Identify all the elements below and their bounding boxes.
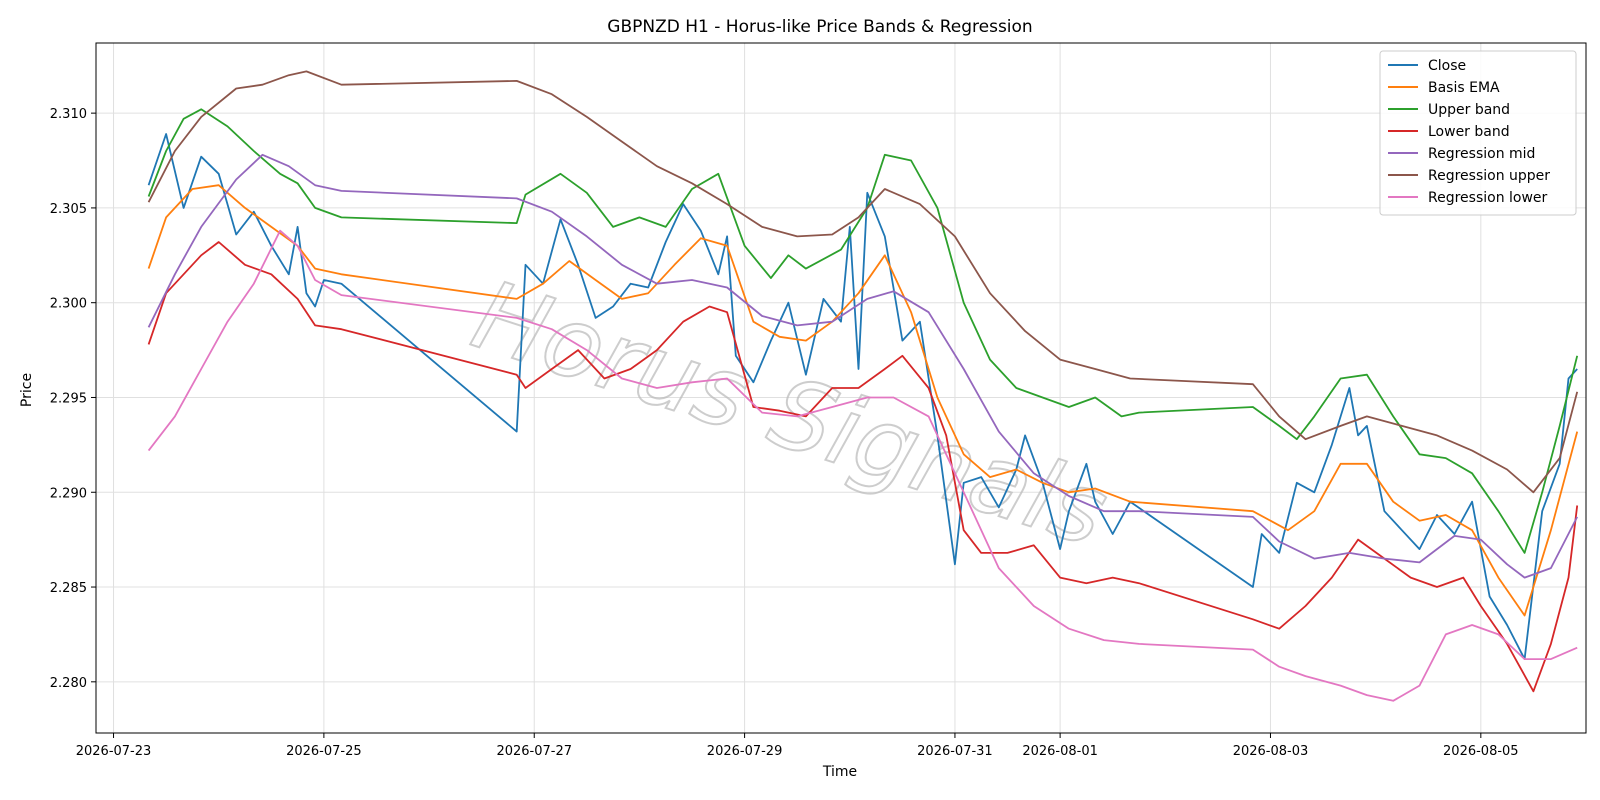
y-axis-label: Price bbox=[19, 373, 35, 407]
y-tick-label: 2.285 bbox=[50, 581, 87, 596]
x-tick-label: 2026-07-27 bbox=[496, 744, 572, 759]
legend-label: Regression upper bbox=[1428, 168, 1550, 184]
x-tick-label: 2026-08-01 bbox=[1022, 744, 1098, 759]
series-line-regression-upper bbox=[147, 70, 1579, 494]
x-tick-label: 2026-07-25 bbox=[286, 744, 362, 759]
y-tick-label: 2.310 bbox=[50, 107, 87, 122]
series-line-lower-band bbox=[147, 241, 1579, 693]
y-tick-label: 2.295 bbox=[50, 391, 87, 406]
series-line-upper-band bbox=[147, 108, 1579, 554]
legend-label: Basis EMA bbox=[1428, 80, 1500, 96]
legend-label: Regression lower bbox=[1428, 190, 1548, 206]
legend-label: Regression mid bbox=[1428, 146, 1535, 162]
y-axis: 2.280 2.285 2.290 2.295 2.300 2.305 2.310 bbox=[50, 107, 96, 691]
x-tick-label: 2026-08-03 bbox=[1233, 744, 1309, 759]
x-axis-label: Time bbox=[822, 764, 857, 780]
x-tick-label: 2026-07-29 bbox=[707, 744, 783, 759]
chart-title: GBPNZD H1 - Horus-like Price Bands & Reg… bbox=[607, 17, 1032, 37]
legend-label: Lower band bbox=[1428, 124, 1510, 140]
legend-label: Upper band bbox=[1428, 102, 1510, 118]
x-tick-label: 2026-07-23 bbox=[76, 744, 152, 759]
y-tick-label: 2.305 bbox=[50, 202, 87, 217]
plot-frame bbox=[95, 42, 1587, 734]
x-axis: 2026-07-23 2026-07-25 2026-07-27 2026-07-29… bbox=[76, 733, 1519, 759]
series-line-close bbox=[147, 133, 1578, 660]
series-line-regression-lower bbox=[147, 229, 1578, 702]
series-line-regression-mid bbox=[147, 153, 1579, 579]
legend-label: Close bbox=[1428, 58, 1466, 74]
series-line-basis-ema bbox=[147, 184, 1579, 617]
series-group bbox=[147, 70, 1579, 702]
x-tick-label: 2026-08-05 bbox=[1443, 744, 1519, 759]
y-tick-label: 2.280 bbox=[50, 676, 87, 691]
y-tick-label: 2.300 bbox=[50, 297, 87, 312]
legend: Close Basis EMA Upper band Lower band Regres… bbox=[1379, 50, 1577, 216]
x-tick-label: 2026-07-31 bbox=[917, 744, 993, 759]
y-tick-label: 2.290 bbox=[50, 486, 87, 501]
legend-box bbox=[1379, 50, 1577, 216]
grid bbox=[96, 43, 1586, 733]
